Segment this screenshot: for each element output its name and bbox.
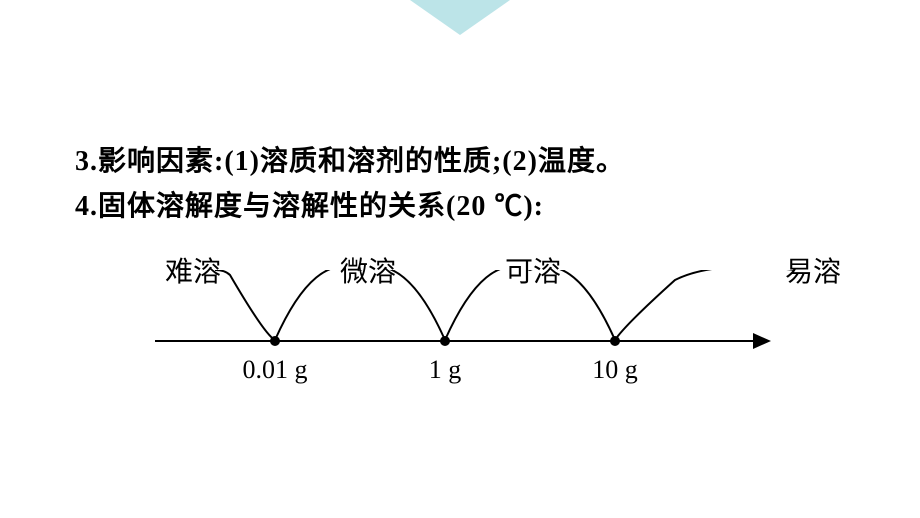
tick-label-2: 10 g: [592, 355, 638, 385]
region-label-0: 难溶: [165, 250, 221, 290]
curve-3: [615, 270, 795, 340]
tick-label-1: 1 g: [429, 355, 462, 385]
region-label-2: 可溶: [505, 250, 561, 290]
content-area: 3.影响因素:(1)溶质和溶剂的性质;(2)温度。 4.固体溶解度与溶解性的关系…: [75, 140, 860, 390]
tick-point-2: [610, 336, 620, 346]
region-label-1: 微溶: [340, 250, 396, 290]
tick-label-0: 0.01 g: [243, 355, 308, 385]
region-label-3: 易溶: [785, 250, 841, 290]
axis-arrow: [753, 333, 771, 349]
solubility-diagram: 0.01 g 1 g 10 g 难溶 微溶 可溶 易溶: [155, 250, 855, 390]
tick-point-0: [270, 336, 280, 346]
curve-0: [215, 270, 275, 340]
axis-line: [155, 340, 755, 342]
text-line-4: 4.固体溶解度与溶解性的关系(20 ℃):: [75, 185, 860, 230]
chevron-decoration: [410, 0, 510, 35]
tick-point-1: [440, 336, 450, 346]
text-line-3: 3.影响因素:(1)溶质和溶剂的性质;(2)温度。: [75, 140, 860, 185]
